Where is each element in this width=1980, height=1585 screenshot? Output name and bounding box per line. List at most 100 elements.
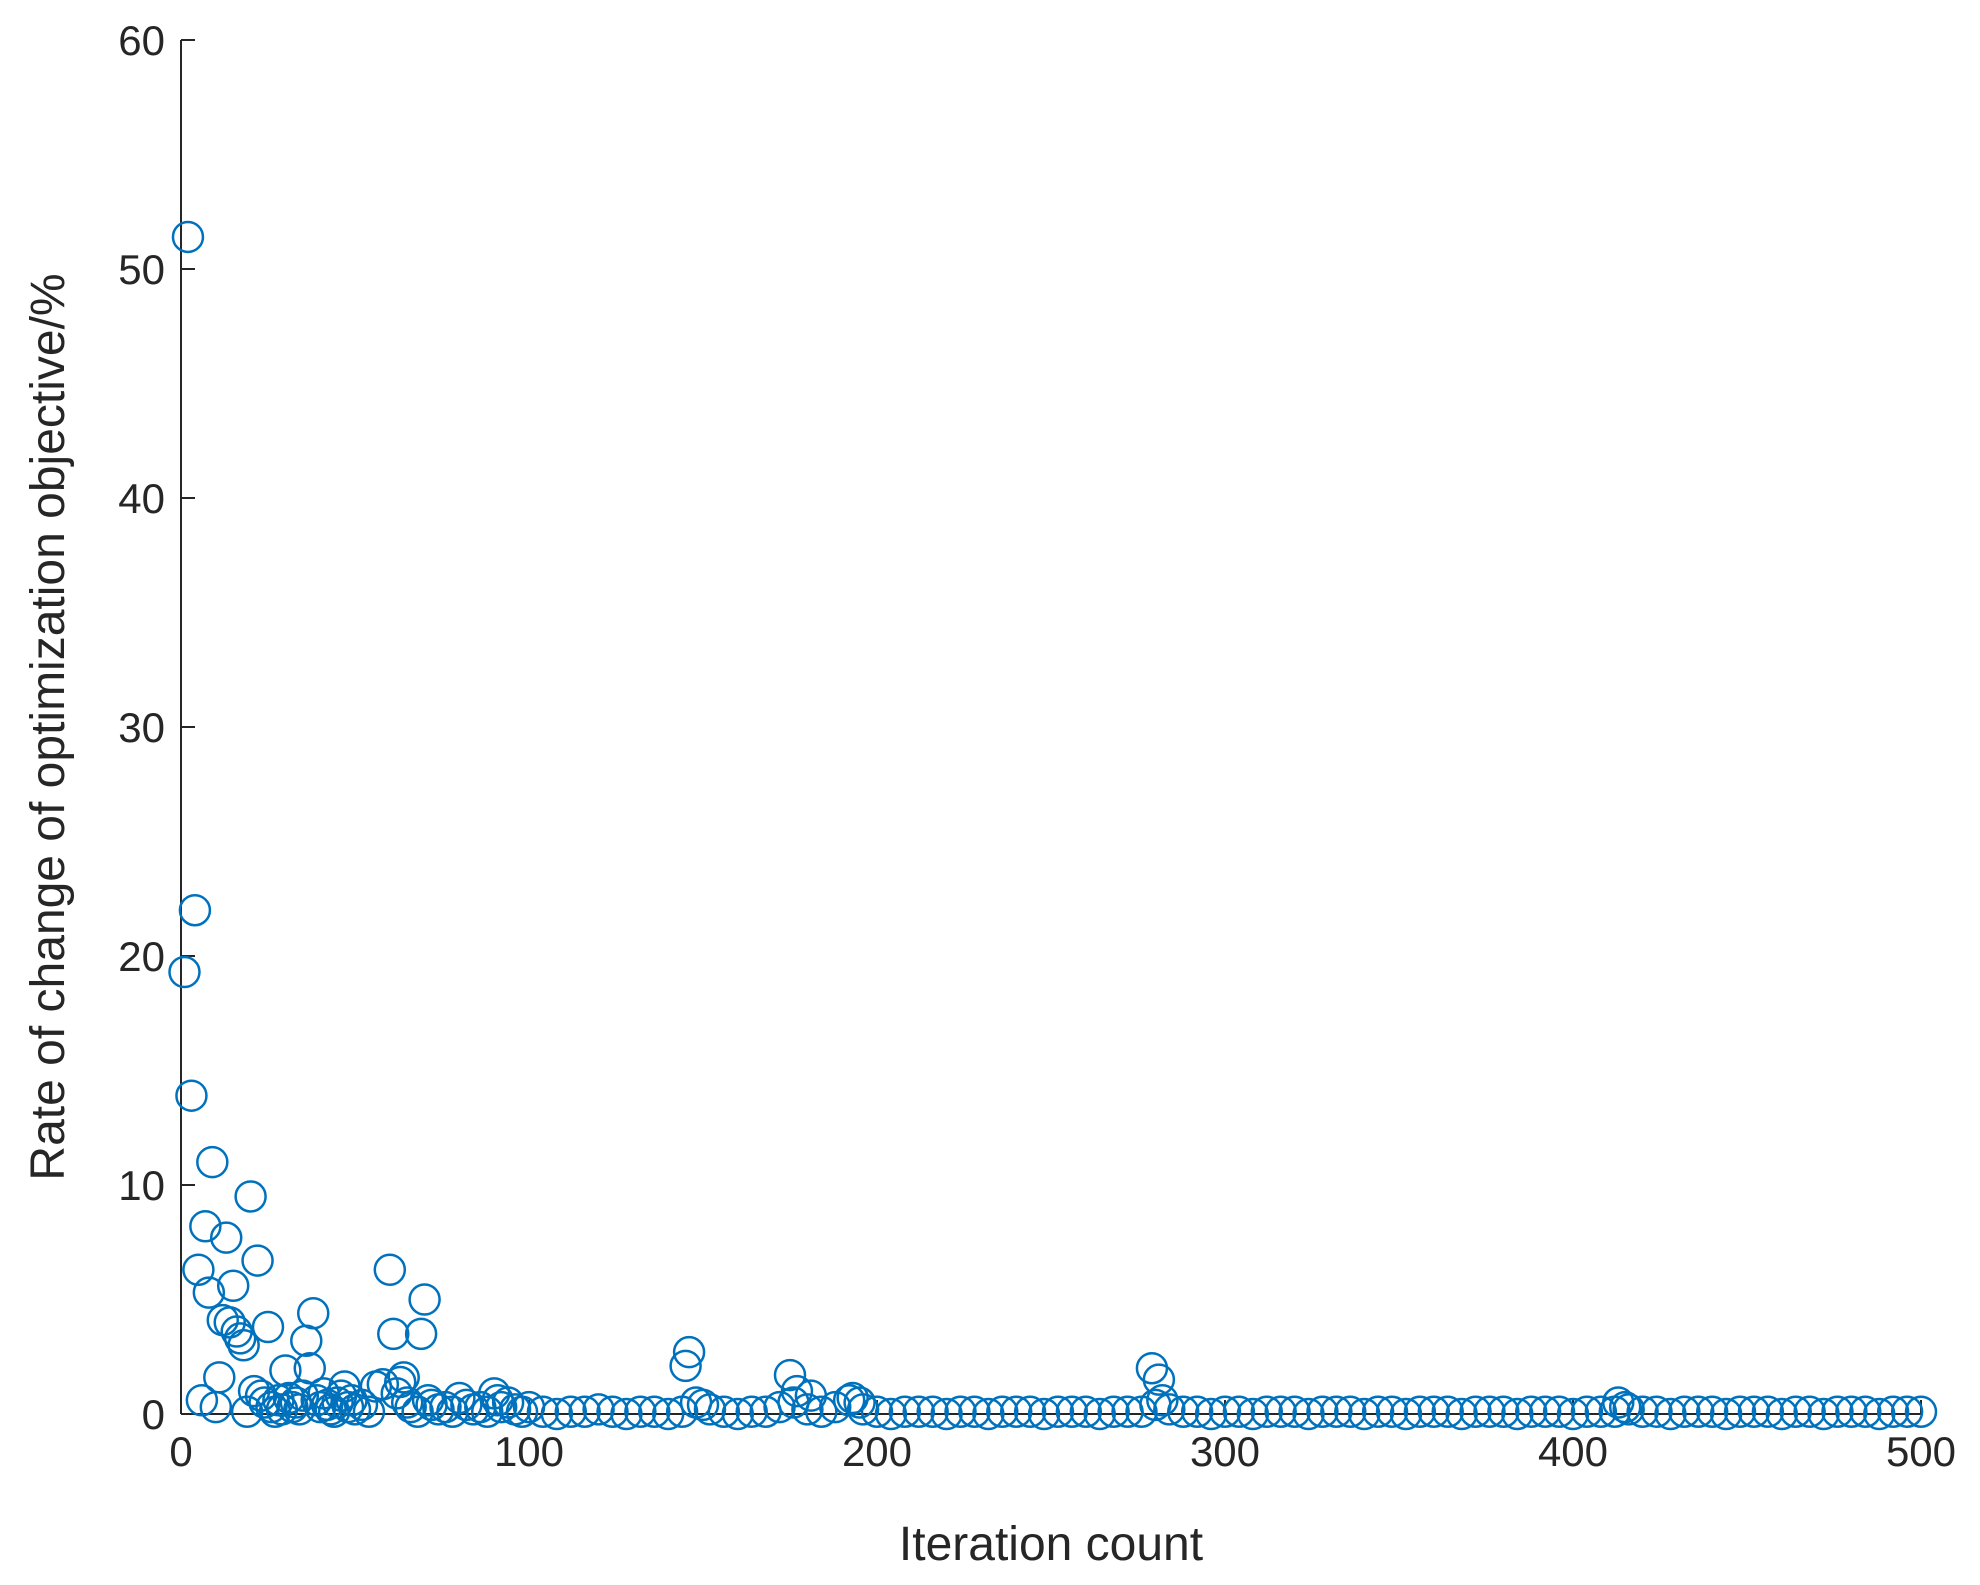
- point: [1584, 1395, 1618, 1428]
- x-tick-label: 500: [1886, 1428, 1956, 1475]
- point: [1862, 1397, 1896, 1431]
- point: [296, 1296, 330, 1330]
- point: [610, 1397, 643, 1431]
- point: [168, 955, 201, 989]
- point: [554, 1395, 588, 1428]
- point: [568, 1395, 601, 1428]
- point: [1236, 1397, 1270, 1431]
- point: [1166, 1395, 1200, 1428]
- point: [780, 1374, 814, 1408]
- point: [387, 1361, 420, 1394]
- point: [1431, 1395, 1464, 1428]
- x-tick-label: 200: [842, 1428, 912, 1475]
- point: [192, 1276, 226, 1309]
- point: [1612, 1393, 1645, 1426]
- y-axis-label: Rate of change of optimization objective…: [22, 273, 75, 1180]
- point: [902, 1395, 936, 1428]
- point: [1723, 1395, 1757, 1428]
- point: [470, 1395, 504, 1428]
- point: [1445, 1397, 1478, 1431]
- point: [290, 1324, 323, 1357]
- point: [669, 1349, 702, 1383]
- point: [223, 1322, 257, 1355]
- point: [352, 1395, 386, 1428]
- x-axis-label: Iteration count: [899, 1518, 1203, 1571]
- point: [1682, 1395, 1715, 1428]
- point: [805, 1395, 838, 1428]
- point: [721, 1397, 755, 1431]
- point: [196, 1145, 229, 1179]
- point: [1765, 1397, 1799, 1431]
- point: [1222, 1395, 1256, 1428]
- point: [1347, 1397, 1381, 1431]
- point: [999, 1395, 1033, 1428]
- point: [624, 1395, 657, 1428]
- point: [836, 1381, 869, 1415]
- point: [175, 1079, 208, 1112]
- point: [248, 1386, 281, 1419]
- point: [1528, 1395, 1562, 1428]
- point: [672, 1335, 706, 1369]
- point: [241, 1244, 274, 1277]
- point: [189, 1209, 222, 1243]
- point: [484, 1390, 518, 1424]
- point: [1055, 1395, 1089, 1428]
- point: [1709, 1397, 1743, 1431]
- point: [846, 1393, 880, 1426]
- point: [735, 1395, 768, 1428]
- point: [1556, 1397, 1590, 1431]
- point: [1487, 1395, 1520, 1428]
- point: [1194, 1397, 1228, 1431]
- point: [1250, 1395, 1284, 1428]
- point: [1208, 1395, 1242, 1428]
- point: [251, 1310, 285, 1344]
- point: [293, 1351, 327, 1385]
- point: [1807, 1397, 1840, 1431]
- point: [1146, 1384, 1179, 1417]
- point: [540, 1397, 574, 1431]
- point: [1608, 1390, 1642, 1424]
- point: [1320, 1395, 1353, 1428]
- point: [1473, 1395, 1506, 1428]
- y-tick-label: 20: [118, 933, 165, 980]
- point: [1668, 1395, 1701, 1428]
- point: [234, 1180, 267, 1213]
- point: [582, 1393, 615, 1426]
- point: [394, 1390, 427, 1424]
- point: [1306, 1395, 1339, 1428]
- point: [860, 1395, 894, 1428]
- y-tick-label: 50: [118, 246, 165, 293]
- point: [1278, 1395, 1311, 1428]
- point: [1793, 1395, 1826, 1428]
- point: [377, 1317, 410, 1351]
- point: [182, 1253, 215, 1286]
- point: [693, 1393, 727, 1426]
- point: [843, 1386, 876, 1419]
- point: [1849, 1395, 1882, 1428]
- point: [171, 220, 205, 254]
- point: [1654, 1397, 1687, 1431]
- point: [1417, 1395, 1451, 1428]
- point: [1083, 1397, 1116, 1431]
- point: [1570, 1395, 1604, 1428]
- point: [686, 1388, 720, 1422]
- point: [944, 1395, 977, 1428]
- point: [1027, 1397, 1061, 1431]
- point: [1821, 1395, 1854, 1428]
- point: [505, 1395, 539, 1428]
- point: [526, 1395, 560, 1428]
- point: [1375, 1395, 1409, 1428]
- point: [1640, 1395, 1673, 1428]
- point: [1013, 1395, 1047, 1428]
- point: [178, 893, 212, 927]
- y-tick-label: 60: [118, 17, 165, 64]
- point: [1751, 1395, 1785, 1428]
- point: [874, 1397, 908, 1431]
- point: [338, 1393, 372, 1426]
- point: [1334, 1395, 1367, 1428]
- point: [1514, 1395, 1548, 1428]
- point: [651, 1397, 685, 1431]
- point: [1389, 1397, 1423, 1431]
- point: [1904, 1395, 1938, 1428]
